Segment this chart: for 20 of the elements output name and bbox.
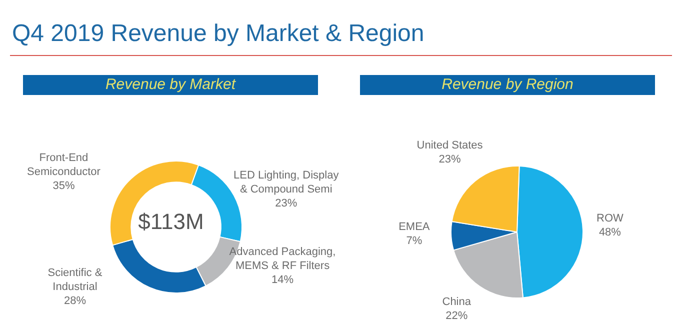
slice-label: United States — [416, 139, 484, 152]
chart-subtitle: Revenue by Market — [23, 75, 318, 95]
slice-label: Advanced Packaging, MEMS & RF Filters — [229, 246, 336, 272]
slice-label: LED Lighting, Display & Compound Semi — [234, 169, 340, 196]
slice-label: Scientific & Industrial — [48, 267, 103, 294]
slice-label: Front-End Semiconductor — [27, 152, 101, 178]
slice-label: China — [442, 296, 472, 308]
data-label: 22% — [446, 310, 468, 321]
data-label: 28% — [64, 295, 86, 308]
data-label: 7% — [406, 234, 422, 247]
chart-subtitle: Revenue by Region — [360, 75, 655, 95]
data-label: 48% — [598, 226, 622, 238]
data-label: 23% — [275, 197, 298, 210]
chart-title: Q4 2019 Revenue by Market & Region — [12, 20, 424, 48]
data-label: 14% — [272, 274, 294, 286]
text: $113M — [137, 208, 205, 236]
data-label: 35% — [52, 180, 75, 192]
slice-label: EMEA — [398, 220, 430, 233]
slice-label: ROW — [596, 212, 624, 224]
data-label: 23% — [438, 153, 462, 166]
